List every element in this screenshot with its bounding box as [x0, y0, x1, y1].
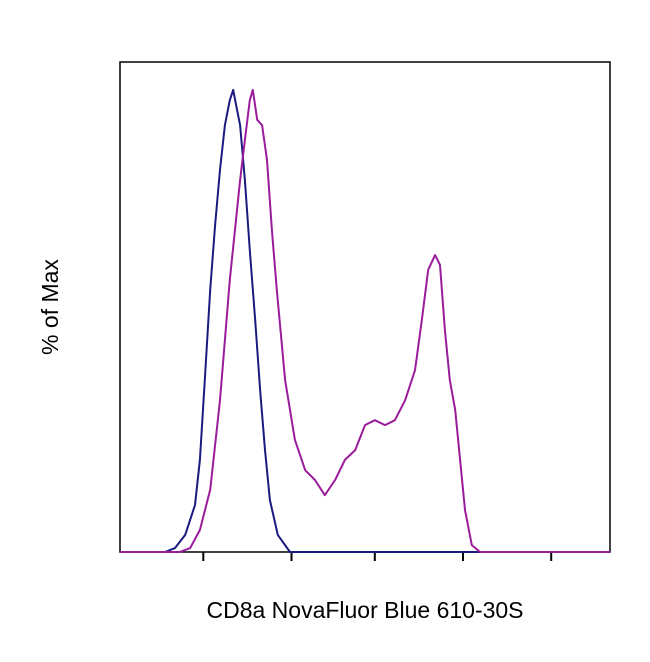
histogram-line	[120, 88, 610, 553]
histogram-line	[120, 88, 610, 553]
plot-frame	[119, 61, 611, 553]
y-axis-label: % of Max	[37, 259, 63, 355]
x-axis-label: CD8a NovaFluor Blue 610-30S	[206, 597, 523, 623]
